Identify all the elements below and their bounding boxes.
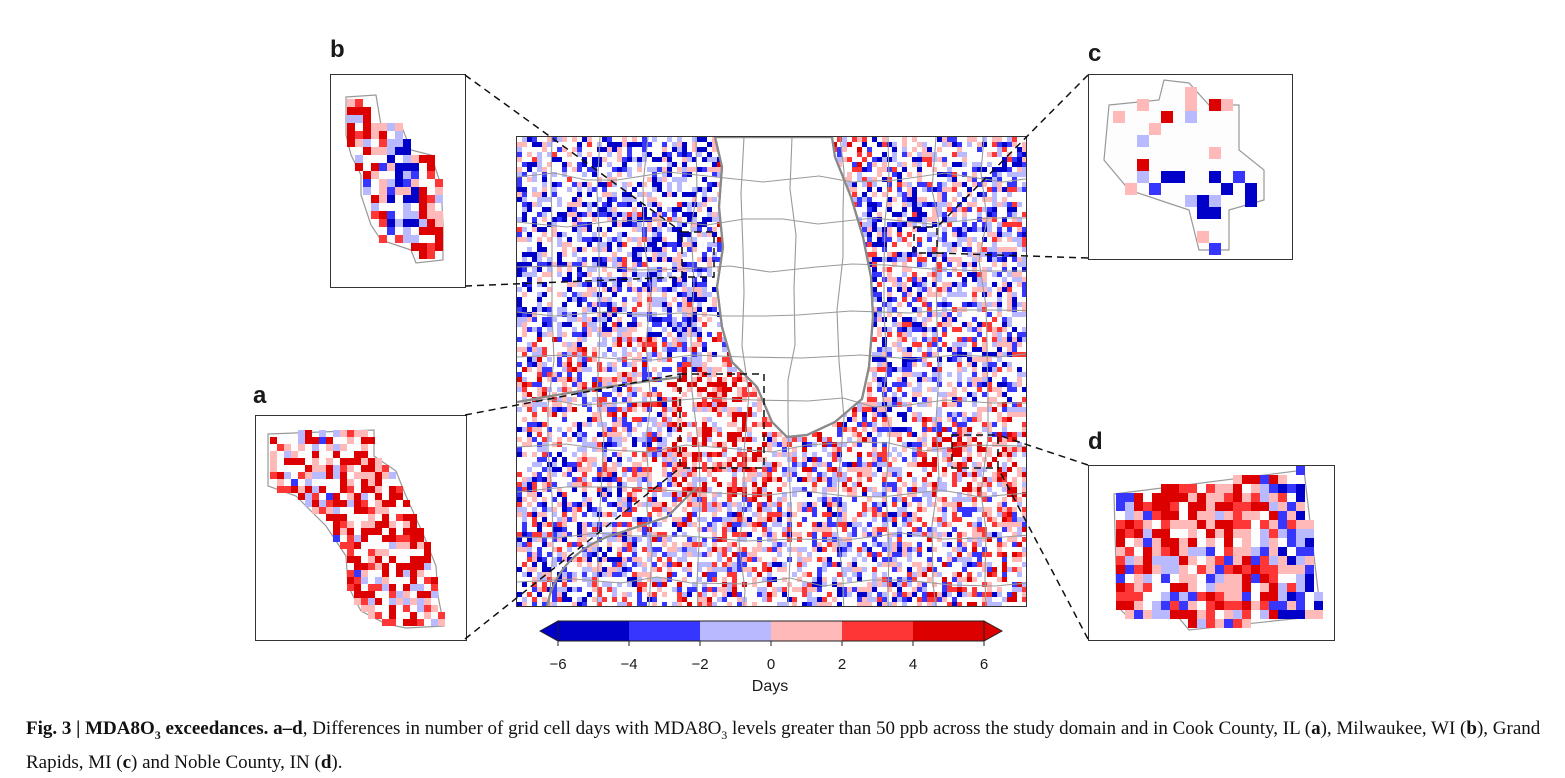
inset-map-noble-county [1088,465,1335,641]
caption-ref-d: d [320,751,332,773]
caption-ref-c: c [122,751,132,773]
caption-text: , Differences in number of grid cell day… [302,718,722,739]
caption-subscript: 3 [721,727,728,742]
panel-label-b: b [330,36,345,63]
caption-text: ) and Noble County, IN ( [131,751,321,773]
panel-label-d: d [1088,428,1103,455]
colorbar [538,620,1004,646]
panel-label-a: a [253,382,267,409]
inset-map-milwaukee [330,74,466,288]
caption-text: ). [331,751,343,773]
colorbar-tick: 2 [837,656,847,673]
grid-cells [1113,87,1257,255]
colorbar-tick: 6 [979,656,989,673]
colorbar-segment [629,621,700,641]
colorbar-tick: −6 [549,656,567,673]
colorbar-title: Days [751,678,789,695]
area-outline [1103,79,1265,251]
study-domain-map [516,136,1027,607]
inset-map-cook-county [255,415,467,641]
caption-text: levels greater than 50 ppb across the st… [727,718,1312,739]
cook-county-heatmap [267,429,445,629]
figure-caption: Fig. 3 | MDA8O3 exceedances. a–d, Differ… [26,715,1556,777]
grand-rapids-heatmap [1103,79,1265,255]
colorbar-segment [771,621,842,641]
inset-map-grand-rapids [1088,74,1293,260]
caption-ref-b: b [1466,718,1477,739]
colorbar-segment [558,621,629,641]
study-domain-map-canvas [517,137,1026,606]
colorbar-segment [700,621,771,641]
panel-label-c: c [1088,40,1102,67]
colorbar-segment [842,621,913,641]
colorbar-segment [913,621,984,641]
milwaukee-heatmap [345,94,444,264]
grid-cells [347,99,443,259]
colorbar-tick: −2 [691,656,709,673]
grid-cells [1116,466,1323,628]
colorbar-tick: 4 [908,656,918,673]
colorbar-tick: −4 [620,656,638,673]
colorbar-tick: 0 [766,656,776,673]
caption-text: ), Grand Rapids, MI ( [26,718,1541,773]
caption-figure-label: Fig. 3 | MDA8O3 exceedances. a–d [26,718,303,742]
grid-cells [270,430,445,626]
caption-ref-a: a [1311,718,1321,739]
noble-county-heatmap [1113,466,1323,631]
caption-text: ), Milwaukee, WI ( [1320,718,1467,739]
